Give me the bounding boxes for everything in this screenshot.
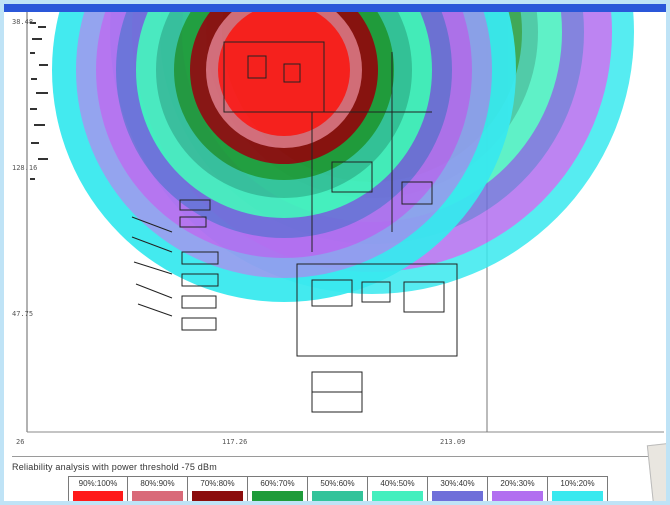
legend-swatch (312, 491, 363, 501)
reliability-legend: 90%:100% 80%:90% 70%:80% 60%:70% 50%:60% 40%:… (68, 476, 608, 501)
legend-item: 40%:50% (368, 476, 428, 501)
coverage-rings-primary (52, 12, 516, 302)
legend-item: 70%:80% (188, 476, 248, 501)
legend-label: 60%:70% (260, 479, 295, 488)
legend-swatch (432, 491, 483, 501)
tick-y2: 47.75 (12, 310, 34, 318)
paper-edge-decoration (646, 443, 666, 501)
legend-swatch (492, 491, 543, 501)
coverage-svg (26, 12, 664, 433)
legend-item: 30%:40% (428, 476, 488, 501)
legend-swatch (132, 491, 183, 501)
legend-label: 40%:50% (380, 479, 415, 488)
legend-label: 70%:80% (200, 479, 235, 488)
legend-swatch (192, 491, 243, 501)
legend-label: 20%:30% (500, 479, 535, 488)
legend-item: 80%:90% (128, 476, 188, 501)
legend-swatch (372, 491, 423, 501)
tick-x2: 213.09 (440, 438, 466, 446)
legend-label: 10%:20% (560, 479, 595, 488)
left-margin-notes (30, 22, 48, 180)
legend-label: 80%:90% (140, 479, 175, 488)
legend-item: 50%:60% (308, 476, 368, 501)
legend-swatch (252, 491, 303, 501)
coverage-map[interactable]: 38.48 128.16 47.75 26 117.26 213.09 (12, 12, 664, 450)
legend-label: 50%:60% (320, 479, 355, 488)
legend-item: 10%:20% (548, 476, 608, 501)
tick-corner: 26 (16, 438, 25, 446)
title-bar (4, 4, 666, 12)
legend-label: 90%:100% (78, 479, 118, 488)
legend-label: 30%:40% (440, 479, 475, 488)
legend-item: 90%:100% (68, 476, 128, 501)
legend-item: 20%:30% (488, 476, 548, 501)
separator-line (12, 456, 656, 457)
legend-item: 60%:70% (248, 476, 308, 501)
legend-swatch (73, 491, 123, 501)
legend-swatch (552, 491, 603, 501)
tick-x1: 117.26 (222, 438, 248, 446)
analysis-caption: Reliability analysis with power threshol… (12, 462, 217, 472)
floorplan-left-lines (131, 216, 173, 317)
floorplan-overlay (179, 41, 458, 413)
tick-y1: 128.16 (12, 164, 38, 172)
tick-topleft: 38.48 (12, 18, 34, 26)
